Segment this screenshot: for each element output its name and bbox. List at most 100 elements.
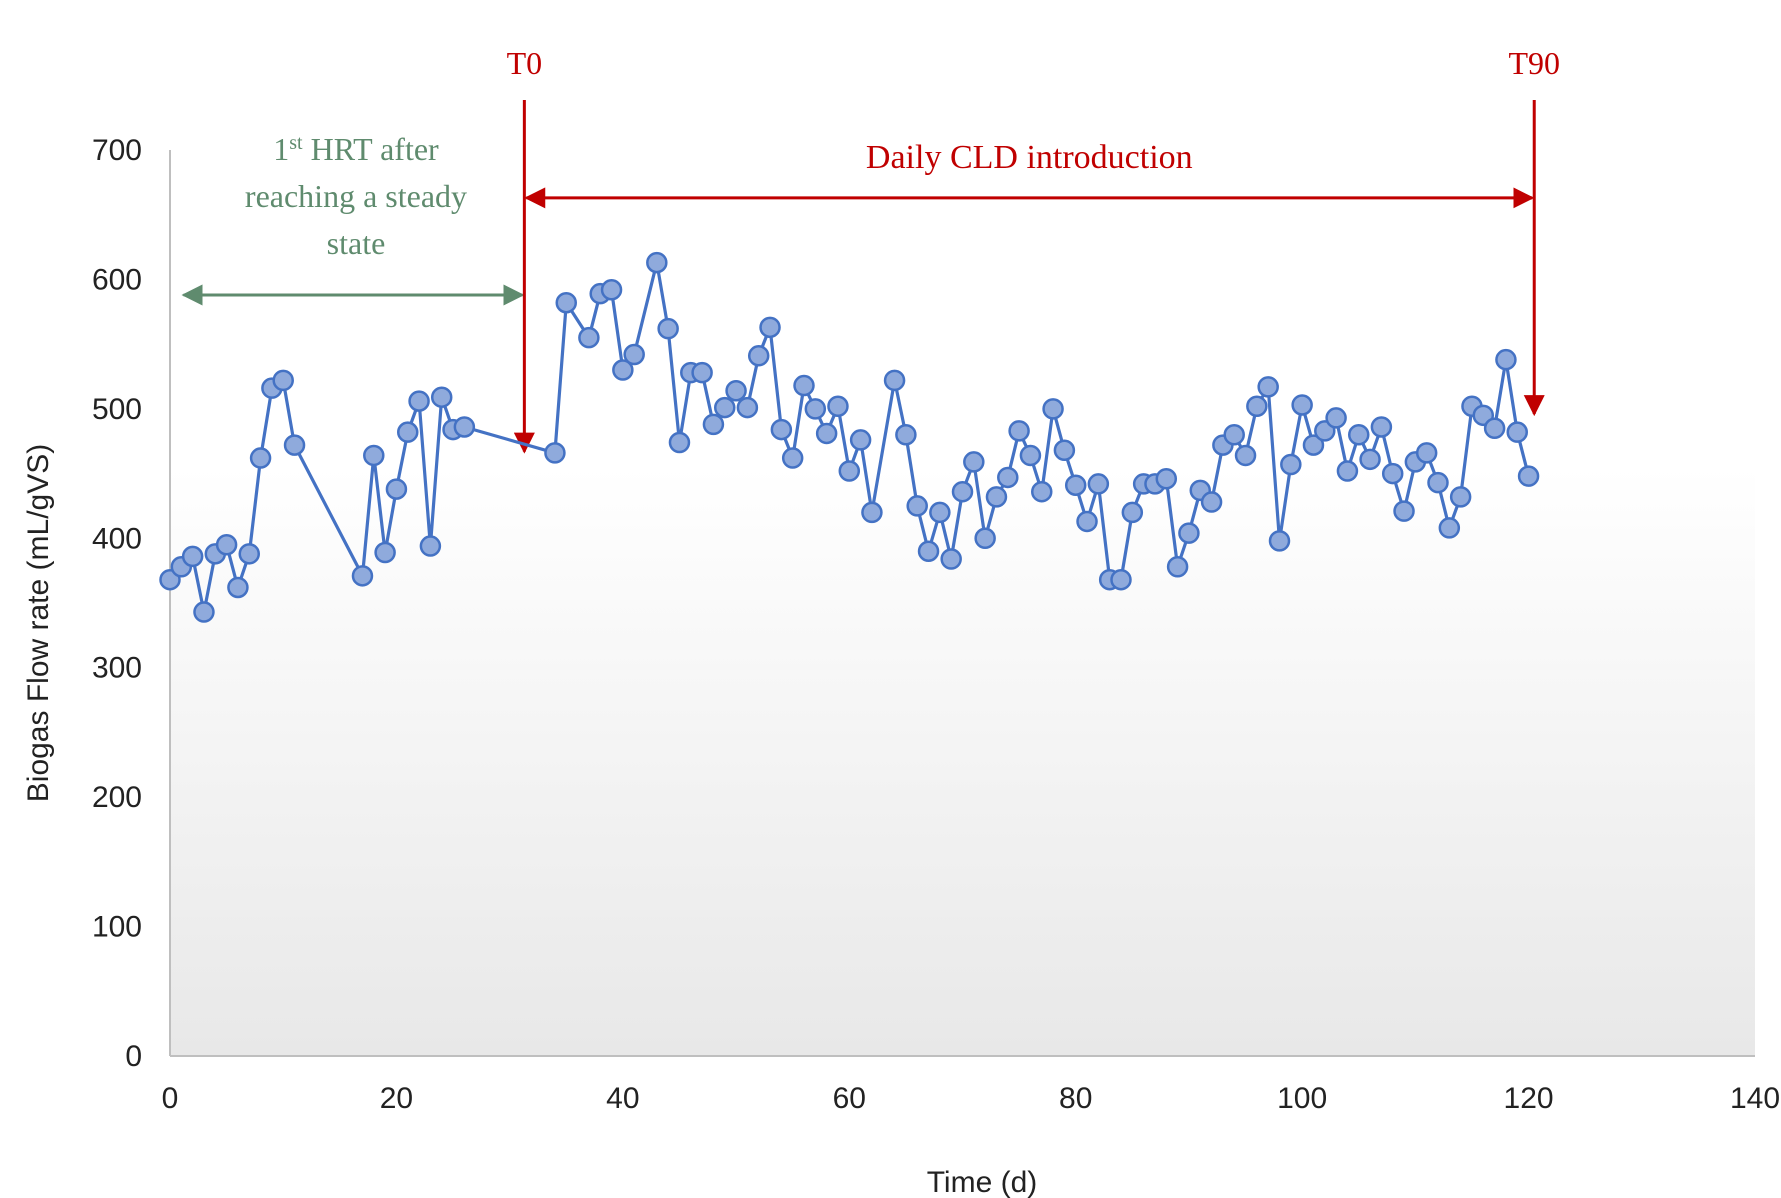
data-point [238,543,260,565]
data-point [725,379,747,402]
data-point [1166,556,1189,578]
data-point [1031,480,1053,503]
data-point [1257,376,1279,398]
y-axis-ticks: 0 100 200 300 400 500 600 700 [92,134,142,1073]
data-point [736,396,759,419]
data-point [1155,467,1178,490]
data-point [544,442,566,464]
y-axis-title: Biogas Flow rate (mL/gVS) [22,444,55,802]
data-point [1268,530,1291,552]
x-tick-label: 0 [162,1082,179,1115]
data-point [1449,486,1472,508]
annotations: 1st HRT after reaching a steady state T0… [181,45,1560,454]
data-point [1393,500,1415,522]
x-tick-label: 140 [1730,1082,1780,1115]
data-point [1178,522,1200,544]
steady-state-label-line3: state [327,225,386,261]
data-point [861,501,883,524]
data-point [249,447,272,469]
data-point [781,447,804,469]
data-point [600,279,623,301]
data-point [612,359,634,381]
x-axis-ticks: 0 20 40 60 80 100 120 140 [162,1082,1780,1115]
data-point [1359,448,1381,471]
x-tick-label: 120 [1504,1082,1554,1115]
data-point [714,396,736,419]
data-point [181,545,204,568]
data-point [215,534,238,556]
t0-label: T0 [507,45,543,81]
data-point [793,374,815,397]
data-point [1246,395,1268,418]
data-point [906,495,928,517]
data-point [815,422,838,445]
x-tick-label: 60 [833,1082,866,1115]
data-point [657,317,679,340]
data-point [430,386,453,408]
data-point [668,431,691,454]
y-tick-label: 500 [92,393,142,426]
data-point [385,478,408,500]
y-tick-label: 0 [125,1040,142,1073]
y-tick-label: 300 [92,652,142,685]
data-point [1200,491,1223,513]
data-point [974,527,996,550]
data-point [283,434,306,456]
steady-state-label-line2: reaching a steady [245,178,467,214]
data-point [1483,417,1506,440]
data-point [272,369,294,392]
data-point [1042,398,1064,420]
data-point [1019,444,1042,467]
data-point [1008,420,1030,442]
data-point [623,343,645,366]
data-point [397,421,419,443]
data-point [1415,442,1438,464]
series-biogas [159,251,1540,623]
data-point [1302,434,1325,456]
data-point [827,395,849,418]
data-point [1336,460,1359,482]
data-point [849,429,872,451]
y-tick-label: 700 [92,134,142,167]
data-point [1064,474,1087,496]
data-point [193,601,215,623]
data-point [408,390,430,412]
data-point [770,418,793,441]
data-point [997,466,1019,489]
steady-state-label-line1: 1st HRT after [273,131,439,167]
t90-label: T90 [1508,45,1560,81]
x-axis-title: Time (d) [927,1166,1038,1198]
y-tick-label: 200 [92,781,142,814]
data-point [374,541,396,564]
data-point [1291,394,1313,416]
data-point [1506,421,1528,443]
data-point [1076,510,1098,533]
data-point [1348,423,1370,446]
plot-area [170,150,1755,1056]
data-point [419,535,442,557]
data-point [895,423,917,446]
data-point [1280,453,1302,476]
data-point [1438,517,1461,539]
data-point [1325,407,1347,429]
data-point [1110,568,1132,591]
data-point [555,291,577,314]
data-point [929,501,951,524]
data-point [1223,423,1245,446]
data-point [1381,462,1404,485]
data-point [951,480,974,503]
x-tick-label: 80 [1059,1082,1092,1115]
y-tick-label: 400 [92,522,142,555]
data-point [227,576,249,599]
data-point [702,413,725,436]
data-point [363,444,385,467]
data-point [747,345,770,367]
data-point [1234,444,1257,467]
data-point [1427,471,1449,494]
data-point [985,486,1008,508]
data-point [963,451,985,473]
data-point [1370,416,1393,438]
cld-label: Daily CLD introduction [866,139,1193,176]
data-point [1053,439,1076,462]
